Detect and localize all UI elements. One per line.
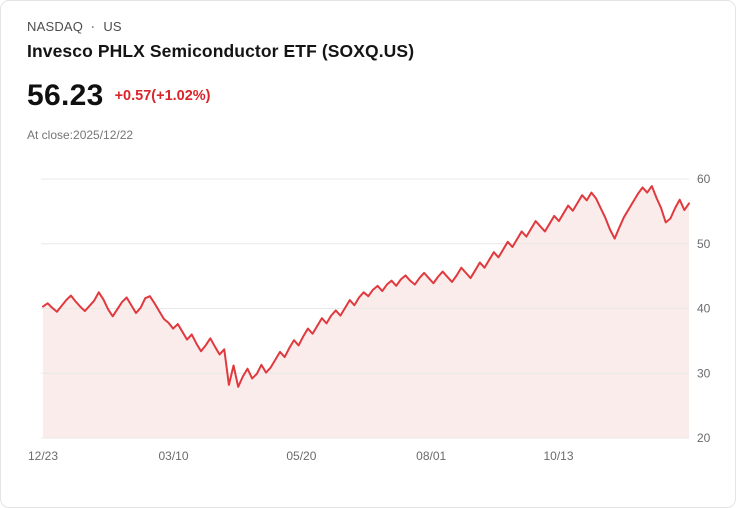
x-tick-label: 10/13 [543, 449, 573, 463]
y-tick-label: 60 [697, 172, 711, 186]
y-tick-label: 40 [697, 302, 711, 316]
as-of-label: At close:2025/12/22 [27, 128, 134, 142]
chart-line [42, 185, 690, 388]
price-row: 56.23 +0.57(+1.02%) [27, 79, 414, 113]
exchange-label: NASDAQ [27, 19, 84, 34]
y-tick-label: 30 [697, 366, 711, 380]
y-tick-label: 50 [697, 237, 711, 251]
x-tick-label: 12/23 [28, 449, 58, 463]
price-chart[interactable]: 20 30 40 50 60 12/23 03/10 05/20 08/01 10/13 [1, 163, 736, 493]
quote-header: NASDAQ · US Invesco PHLX Semiconductor E… [27, 19, 414, 142]
exchange-row: NASDAQ · US [27, 19, 414, 34]
x-tick-label: 08/01 [416, 449, 446, 463]
chart-area-fill [43, 186, 689, 438]
price-change: +0.57(+1.02%) [114, 88, 211, 104]
region-label: US [103, 19, 122, 34]
x-tick-label: 05/20 [286, 449, 316, 463]
y-tick-label: 20 [697, 431, 711, 445]
x-tick-label: 03/10 [158, 449, 188, 463]
separator-dot-icon: · [91, 19, 96, 34]
price-value: 56.23 [27, 79, 104, 112]
page-title: Invesco PHLX Semiconductor ETF (SOXQ.US) [27, 41, 415, 61]
